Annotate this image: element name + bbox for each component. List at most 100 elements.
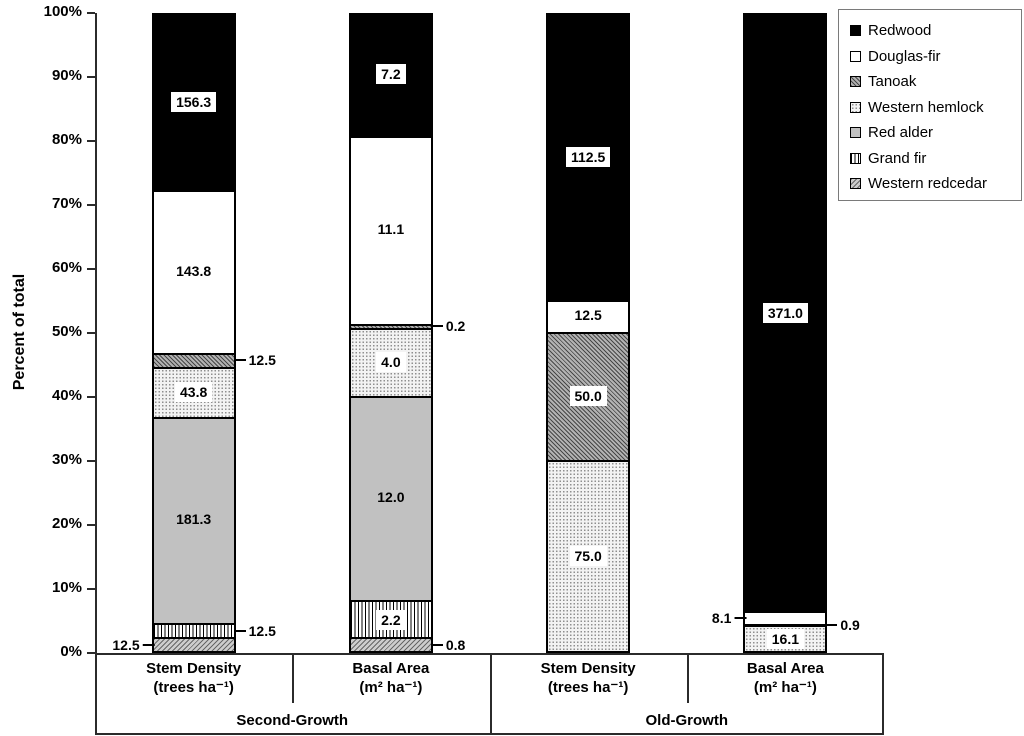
segment-og-basal-area-douglas-fir bbox=[744, 611, 827, 625]
data-label-sg-basal-area-grand-fir: 2.2 bbox=[376, 609, 406, 630]
plot-area: 12.5 12.5 181.3 43.8 12.5 143.8 156.3 0.8 2.2 12.… bbox=[95, 13, 884, 654]
data-label-text: 12.5 bbox=[245, 352, 279, 369]
segment-sg-basal-area-tanoak bbox=[349, 325, 432, 329]
x-category-label-sg-basal-area: Basal Area (m² ha⁻¹) bbox=[301, 659, 481, 697]
x-category-name: Basal Area bbox=[746, 660, 824, 677]
data-label-wrap: 156.3 bbox=[152, 90, 236, 113]
legend-item-western-redcedar: Western redcedar bbox=[850, 171, 1021, 197]
segment-sg-stem-density-red-alder bbox=[152, 418, 235, 624]
data-label-text: 12.5 bbox=[109, 636, 143, 653]
data-label-wrap: 371.0 bbox=[743, 301, 827, 324]
label-leader-line bbox=[734, 616, 747, 619]
data-label-wrap: 2.2 bbox=[349, 609, 433, 630]
y-tick-label: 80% bbox=[51, 131, 82, 148]
data-label-sg-stem-density-western-hemlock: 43.8 bbox=[175, 382, 213, 403]
x-category-name: Stem Density bbox=[146, 660, 242, 677]
y-tick-label: 40% bbox=[51, 387, 82, 404]
segment-sg-basal-area-western-redcedar bbox=[349, 638, 432, 652]
y-tick-label: 50% bbox=[51, 323, 82, 340]
data-label-wrap: 43.8 bbox=[152, 382, 236, 403]
x-category-unit: (m² ha⁻¹) bbox=[359, 679, 423, 696]
y-tick bbox=[87, 268, 95, 270]
data-label-text: 12.5 bbox=[245, 622, 279, 639]
tanoak-swatch-icon bbox=[850, 76, 861, 88]
bar-og-basal-area bbox=[743, 13, 828, 653]
bar-og-stem-density bbox=[546, 13, 631, 653]
legend-item-western-hemlock: Western hemlock bbox=[850, 95, 1021, 121]
segment-sg-stem-density-douglas-fir bbox=[152, 191, 235, 355]
x-category-divider bbox=[686, 653, 689, 703]
legend-item-redwood: Redwood bbox=[850, 18, 1021, 44]
y-tick-label: 10% bbox=[51, 579, 82, 596]
y-tick bbox=[87, 76, 95, 78]
data-label-wrap: 16.1 bbox=[743, 628, 827, 649]
y-tick-label: 100% bbox=[43, 3, 82, 20]
y-tick bbox=[87, 588, 95, 590]
x-category-name: Basal Area bbox=[352, 660, 430, 677]
y-tick bbox=[87, 524, 95, 526]
data-label-sg-basal-area-western-hemlock: 4.0 bbox=[376, 351, 406, 372]
data-label-text: 0.8 bbox=[442, 637, 469, 654]
x-group-label-old-growth: Old-Growth bbox=[645, 712, 729, 729]
data-label-sg-basal-area-tanoak: 0.2 bbox=[430, 318, 469, 335]
y-tick bbox=[87, 140, 95, 142]
x-category-label-og-basal-area: Basal Area (m² ha⁻¹) bbox=[695, 659, 875, 697]
y-tick-label: 90% bbox=[51, 67, 82, 84]
data-label-text: 0.9 bbox=[837, 617, 863, 634]
data-label-sg-stem-density-tanoak: 12.5 bbox=[233, 352, 279, 369]
segment-og-stem-density-tanoak bbox=[547, 333, 630, 461]
data-label-sg-stem-density-western-redcedar: 12.5 bbox=[109, 636, 155, 653]
data-label-wrap: 11.1 bbox=[349, 220, 433, 238]
legend-item-tanoak: Tanoak bbox=[850, 69, 1021, 95]
legend-label: Tanoak bbox=[868, 73, 917, 91]
data-label-wrap: 7.2 bbox=[349, 63, 433, 86]
x-category-name: Stem Density bbox=[540, 660, 636, 677]
y-tick bbox=[87, 332, 95, 334]
y-tick-label: 70% bbox=[51, 195, 82, 212]
label-leader-line bbox=[430, 644, 443, 647]
x-category-unit: (m² ha⁻¹) bbox=[753, 679, 817, 696]
data-label-sg-stem-density-redwood: 156.3 bbox=[170, 90, 218, 113]
label-leader-line bbox=[233, 629, 246, 632]
x-group-label-second-growth: Second-Growth bbox=[236, 712, 349, 729]
data-label-wrap: 75.0 bbox=[546, 546, 630, 566]
label-leader-line bbox=[142, 643, 155, 646]
redwood-swatch-icon bbox=[850, 25, 861, 37]
data-label-sg-basal-area-western-redcedar: 0.8 bbox=[430, 637, 469, 654]
y-tick bbox=[87, 12, 95, 14]
segment-sg-stem-density-grand-fir bbox=[152, 623, 235, 638]
y-tick-label: 30% bbox=[51, 451, 82, 468]
data-label-og-basal-area-redwood: 371.0 bbox=[761, 301, 809, 324]
x-category-unit: (trees ha⁻¹) bbox=[153, 679, 234, 696]
data-label-text: 8.1 bbox=[708, 609, 735, 626]
data-label-wrap: 50.0 bbox=[546, 386, 630, 406]
data-label-wrap: 4.0 bbox=[349, 351, 433, 372]
segment-og-stem-density-douglas-fir bbox=[547, 301, 630, 333]
data-label-wrap: 143.8 bbox=[152, 262, 236, 280]
legend-label: Red alder bbox=[868, 124, 934, 142]
data-label-wrap: 12.5 bbox=[546, 306, 630, 324]
red-alder-swatch-icon bbox=[850, 127, 861, 139]
segment-og-stem-density-western-hemlock bbox=[547, 460, 630, 652]
grand-fir-swatch-icon bbox=[850, 152, 861, 164]
y-tick-label: 60% bbox=[51, 259, 82, 276]
label-leader-line bbox=[233, 359, 246, 362]
y-tick bbox=[87, 204, 95, 206]
bar-sg-basal-area bbox=[348, 13, 433, 653]
data-label-sg-basal-area-douglas-fir: 11.1 bbox=[377, 220, 405, 237]
legend-label: Redwood bbox=[868, 22, 932, 40]
western-redcedar-swatch-icon bbox=[850, 178, 861, 190]
legend-item-grand-fir: Grand fir bbox=[850, 146, 1021, 172]
legend-label: Douglas-fir bbox=[868, 47, 941, 65]
data-label-og-stem-density-tanoak: 50.0 bbox=[569, 386, 607, 406]
segment-sg-stem-density-tanoak bbox=[152, 354, 235, 369]
segment-sg-basal-area-red-alder bbox=[349, 396, 432, 601]
data-label-sg-basal-area-red-alder: 12.0 bbox=[377, 489, 405, 506]
y-tick-label: 20% bbox=[51, 515, 82, 532]
y-tick bbox=[87, 652, 95, 654]
legend-label: Western hemlock bbox=[868, 98, 984, 116]
legend-item-red-alder: Red alder bbox=[850, 120, 1021, 146]
x-category-unit: (trees ha⁻¹) bbox=[547, 679, 629, 696]
legend: Redwood Douglas-fir Tanoak Western hemlock R… bbox=[838, 9, 1022, 201]
